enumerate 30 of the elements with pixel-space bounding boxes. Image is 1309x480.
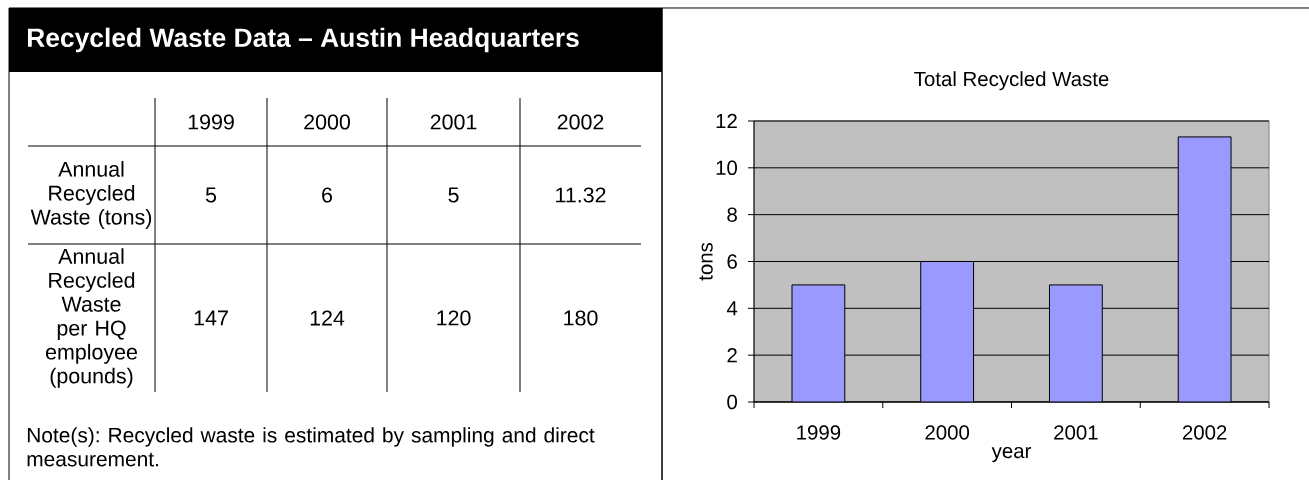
data-label: 147 xyxy=(194,310,228,326)
data-label: 180 xyxy=(564,310,598,326)
y-tick-label: Annual Recycled Waste (tons) xyxy=(30,161,152,229)
y-axis-title: tons xyxy=(699,242,713,281)
x-tick-label: 2002 xyxy=(1182,425,1227,440)
x-tick-label: 2001 xyxy=(1054,425,1098,440)
y-tick-label: 10 xyxy=(716,160,738,176)
y-tick-label: 0 xyxy=(727,394,738,410)
y-tick-label: 2 xyxy=(727,348,737,363)
data-label: 11.32 xyxy=(556,187,606,203)
x-tick-label: 1999 xyxy=(797,425,841,440)
data-label: 124 xyxy=(310,310,345,326)
x-tick-label: 2000 xyxy=(925,425,970,440)
x-tick-label: 2000 xyxy=(304,114,350,130)
data-label: 5 xyxy=(205,187,217,203)
y-tick-label: Annual Recycled Waste per HQ employee (pounds) xyxy=(45,248,137,388)
x-tick-label: 2002 xyxy=(557,114,604,130)
y-tick-label: 6 xyxy=(727,254,737,269)
chart-title: Recycled Waste Data – Austin Headquarters xyxy=(27,27,579,53)
data-label: 120 xyxy=(437,310,471,326)
data-label: 6 xyxy=(322,187,333,203)
chart-title: Total Recycled Waste xyxy=(914,71,1109,91)
y-tick-label: 8 xyxy=(727,207,737,222)
data-label: 5 xyxy=(448,187,459,203)
y-tick-label: 4 xyxy=(726,301,738,316)
x-axis-title: year xyxy=(991,447,1032,463)
x-tick-label: 1999 xyxy=(188,114,234,130)
y-tick-label: 12 xyxy=(716,113,737,129)
text: Note(s): Recycled waste is estimated by sampling and direct measurement. xyxy=(27,427,595,467)
x-tick-label: 2001 xyxy=(430,114,477,130)
